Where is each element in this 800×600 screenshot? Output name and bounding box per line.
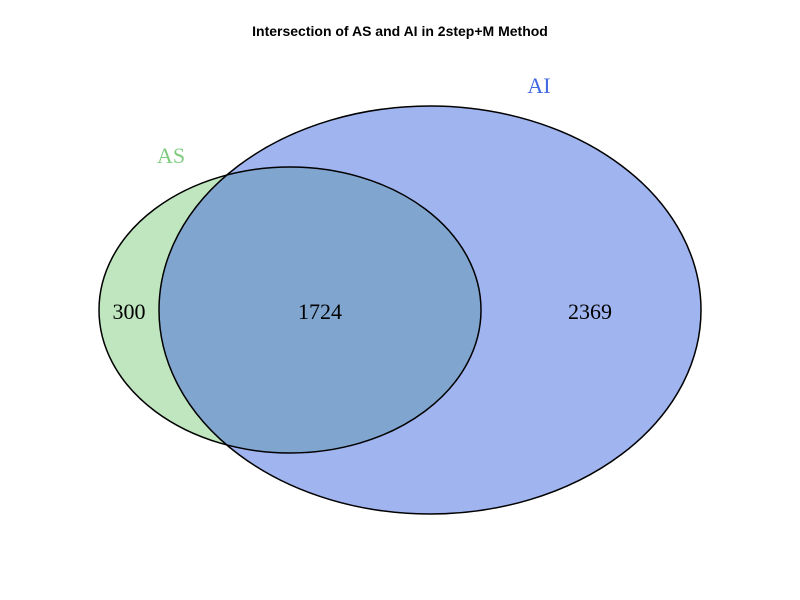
ai-only-count: 2369 (568, 299, 612, 324)
intersection-count: 1724 (298, 299, 342, 324)
as-set-label: AS (157, 143, 185, 168)
ai-set-label: AI (527, 73, 550, 98)
as-set-outline (98, 166, 482, 454)
as-only-count: 300 (113, 299, 146, 324)
diagram-title: Intersection of AS and AI in 2step+M Met… (252, 23, 548, 39)
intersection-region (159, 167, 481, 453)
ai-set-outline (158, 105, 702, 515)
